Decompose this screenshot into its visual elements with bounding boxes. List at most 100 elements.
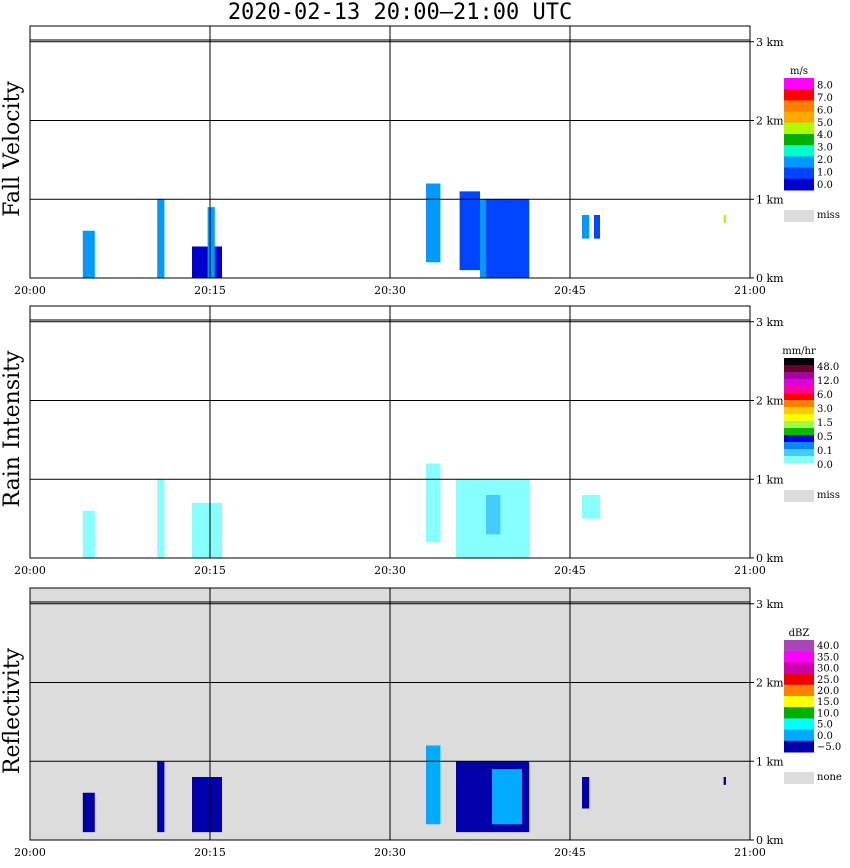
colorbar-swatch — [784, 145, 814, 157]
colorbar-label: 0.5 — [817, 432, 833, 443]
colorbar-swatch — [784, 435, 814, 443]
colorbar-swatch — [784, 400, 814, 408]
y-tick-label: 0 km — [756, 834, 784, 847]
colorbar-label: 12.0 — [817, 376, 839, 387]
echo-cell — [426, 463, 441, 543]
colorbar-swatch — [784, 122, 814, 135]
x-tick-label: 20:30 — [374, 284, 406, 297]
echo-cell — [723, 215, 726, 223]
colorbar-swatch — [784, 718, 814, 731]
colorbar-label: 48.0 — [817, 362, 839, 373]
x-tick-label: 21:00 — [734, 564, 766, 577]
colorbar-label: 3.0 — [817, 404, 833, 415]
colorbar-miss-swatch — [784, 772, 814, 784]
colorbar-label: −5.0 — [817, 742, 841, 753]
colorbar-swatch — [784, 662, 814, 675]
echo-cell — [157, 761, 165, 833]
colorbar-swatch — [784, 740, 814, 753]
echo-cell — [459, 191, 480, 271]
echo-cell — [426, 745, 441, 825]
colorbar-swatch — [784, 449, 814, 457]
colorbar-swatch — [784, 78, 814, 90]
y-tick-label: 0 km — [756, 552, 784, 565]
x-tick-label: 21:00 — [734, 846, 766, 859]
echo-cell — [492, 769, 522, 825]
panel-reflectivity: Reflectivity 20:00 20:15 20:30 20:45 21:00 0 … — [0, 584, 850, 864]
plot-frame — [29, 305, 751, 559]
colorbar-swatch — [784, 421, 814, 429]
panel-ylabel: Rain Intensity — [0, 350, 25, 508]
colorbar-swatch — [784, 707, 814, 719]
colorbar-label: 20.0 — [817, 686, 839, 697]
colorbar-label: 0.0 — [817, 460, 833, 471]
colorbar-label: 35.0 — [817, 652, 839, 663]
y-tick-label: 2 km — [756, 115, 784, 128]
colorbar-swatch — [784, 407, 814, 415]
colorbar-swatch — [784, 651, 814, 663]
colorbar-swatch — [784, 729, 814, 742]
echo-cell — [82, 792, 95, 833]
echo-cell — [192, 502, 222, 558]
colorbar-label: 25.0 — [817, 675, 839, 686]
panel-ylabel: Fall Velocity — [0, 81, 25, 217]
panel-rain-intensity: Rain Intensity 20:00 20:15 20:30 20:45 21:00… — [0, 302, 850, 582]
colorbar-miss-label: miss — [817, 210, 840, 221]
echo-cell — [486, 199, 530, 278]
x-tick-label: 20:00 — [14, 564, 46, 577]
colorbar-swatch — [784, 178, 814, 191]
colorbar-miss-swatch — [784, 210, 814, 222]
colorbar-unit: dBZ — [789, 628, 810, 639]
echo-cell — [82, 510, 95, 558]
colorbar-label: 6.0 — [817, 390, 833, 401]
colorbar-label: 30.0 — [817, 664, 839, 675]
colorbar-label: 1.0 — [817, 168, 833, 179]
colorbar-swatch — [784, 696, 814, 708]
colorbar-label: 10.0 — [817, 708, 839, 719]
colorbar-swatch — [784, 358, 814, 366]
colorbar-miss-swatch — [784, 490, 814, 502]
plot-frame — [29, 25, 751, 279]
colorbar-swatch — [784, 372, 814, 380]
colorbar-unit: mm/hr — [782, 346, 816, 357]
colorbar-label: 8.0 — [817, 80, 833, 91]
colorbar-label: 0.0 — [817, 731, 833, 742]
plot-frame — [29, 587, 751, 841]
colorbar-label: 0.0 — [817, 180, 833, 191]
y-tick-label: 3 km — [756, 36, 784, 49]
colorbar-miss-label: none — [817, 772, 842, 783]
x-tick-label: 20:15 — [194, 846, 226, 859]
colorbar-label: 7.0 — [817, 93, 833, 104]
echo-cell — [486, 495, 501, 535]
panel-fall-velocity: Fall Velocity 20:00 20:15 20:30 20:45 21:00 0… — [0, 22, 850, 302]
colorbar-swatch — [784, 393, 814, 401]
colorbar-label: 40.0 — [817, 641, 839, 652]
colorbar-swatch — [784, 456, 814, 464]
y-tick-label: 2 km — [756, 395, 784, 408]
x-tick-label: 20:45 — [554, 284, 586, 297]
colorbar-label: 2.0 — [817, 155, 833, 166]
colorbar-swatch — [784, 156, 814, 169]
colorbar-label: 15.0 — [817, 697, 839, 708]
colorbar-swatch — [784, 640, 814, 652]
colorbar-swatch — [784, 379, 814, 387]
x-tick-label: 20:30 — [374, 846, 406, 859]
figure-title: 2020-02-13 20:00–21:00 UTC — [227, 0, 573, 25]
colorbar-swatch — [784, 386, 814, 394]
x-tick-label: 20:15 — [194, 564, 226, 577]
echo-cell — [582, 215, 590, 239]
x-tick-label: 20:15 — [194, 284, 226, 297]
colorbar-label: 1.5 — [817, 418, 833, 429]
colorbar-swatch — [784, 167, 814, 180]
colorbar-swatch — [784, 442, 814, 450]
colorbar-swatch — [784, 100, 814, 113]
colorbar-swatch — [784, 684, 814, 697]
echo-cell — [582, 777, 590, 809]
echo-cell — [157, 199, 165, 278]
reflectivity-plot: 20:00 20:15 20:30 20:45 21:000 km 1 km 2 km 3 k… — [14, 587, 842, 859]
colorbar-swatch — [784, 414, 814, 422]
echo-cell — [192, 246, 222, 278]
colorbar-miss-label: miss — [817, 490, 840, 501]
y-tick-label: 0 km — [756, 272, 784, 285]
y-tick-label: 1 km — [756, 755, 784, 768]
